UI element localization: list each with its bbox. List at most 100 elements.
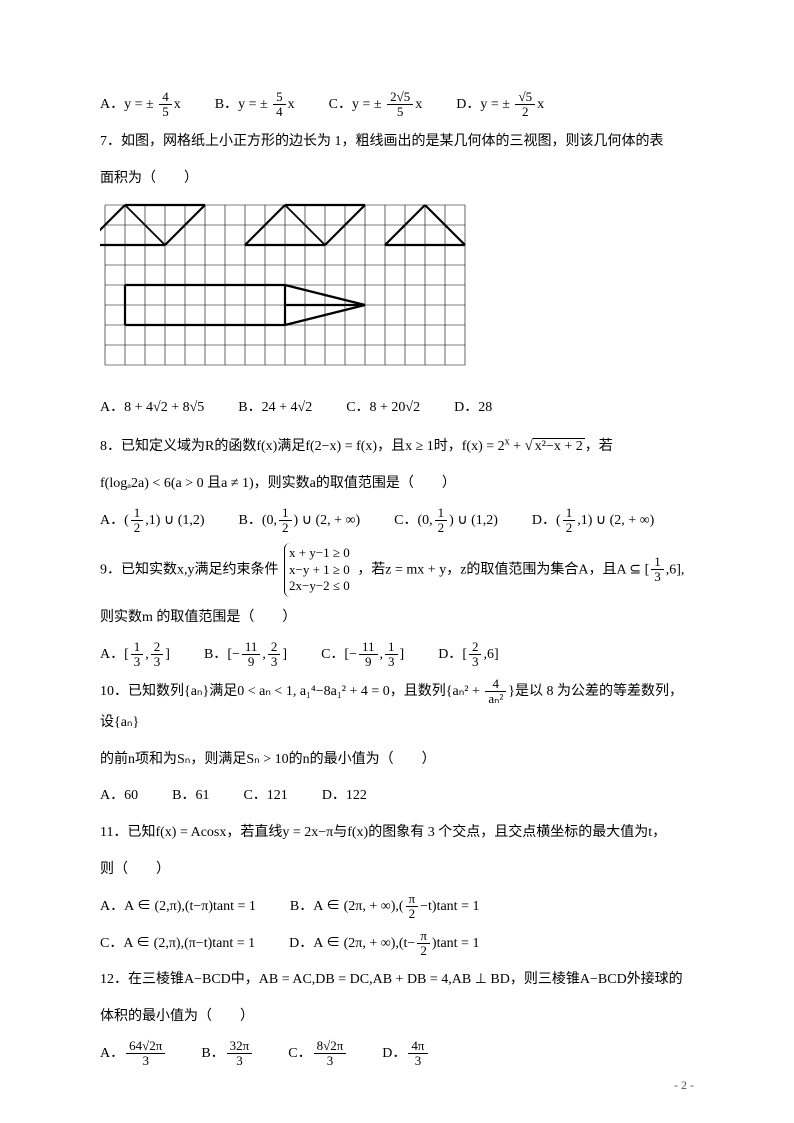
txt: ] — [400, 647, 405, 662]
cases-brace: x + y−1 ≥ 0 x−y + 1 ≥ 0 2x−y−2 ≤ 0 — [284, 543, 354, 598]
q11-options-cd: C．A ∈ (2,π),(π−t)tant = 1 D．A ∈ (2π, + ∞… — [100, 929, 694, 960]
q9-stem-2: 则实数m 的取值范围是（ ） — [100, 603, 694, 634]
opt-label: A． — [100, 1046, 124, 1061]
txt: ,1) ∪ (2, + ∞) — [577, 513, 654, 528]
den: 2 — [563, 521, 576, 535]
frac: 45 — [159, 90, 172, 120]
opt-label: D． — [289, 936, 313, 951]
num: 11 — [359, 640, 378, 655]
q12-opt-c: C．8√2π3 — [288, 1039, 348, 1070]
txt: ) ∪ (2, + ∞) — [294, 513, 361, 528]
frac: 54 — [273, 90, 286, 120]
q11-options-ab: A．A ∈ (2,π),(t−π)tant = 1 B．A ∈ (2π, + ∞… — [100, 892, 694, 923]
txt: , — [380, 647, 384, 662]
den: 3 — [385, 655, 398, 669]
den: 2 — [435, 521, 448, 535]
den: 2 — [515, 105, 535, 119]
opt-label: D． — [532, 513, 556, 528]
q7-stem-2: 面积为（ ） — [100, 164, 694, 195]
q10-options: A．60 B．61 C．121 D．122 — [100, 781, 694, 812]
den: 3 — [651, 570, 664, 584]
opt-label: C． — [394, 513, 417, 528]
q6-opt-c: C．y = ± 2√55x — [329, 90, 423, 121]
opt-label: C． — [329, 97, 352, 112]
num: 4 — [485, 677, 506, 692]
frac: 12 — [131, 506, 144, 536]
frac: 12 — [279, 506, 292, 536]
frac: 8√2π3 — [314, 1039, 347, 1069]
q12-opt-b: B．32π3 — [201, 1039, 254, 1070]
q11-opt-d: D．A ∈ (2π, + ∞),(t−π2)tant = 1 — [289, 929, 479, 960]
opt-label: B． — [204, 647, 227, 662]
q8-opt-b: B．(0,12) ∪ (2, + ∞) — [239, 506, 361, 537]
q7-opt-b: B．24 + 4√2 — [238, 393, 312, 424]
q12-stem-1: 12．在三棱锥A−BCD中，AB = AC,DB = DC,AB + DB = … — [100, 965, 694, 996]
q6-opt-d: D．y = ± √52x — [456, 90, 544, 121]
txt: x — [415, 97, 422, 112]
q7-figure — [100, 200, 694, 383]
frac: 119 — [359, 640, 378, 670]
frac: 119 — [242, 640, 261, 670]
frac: √52 — [515, 90, 535, 120]
frac: 12 — [563, 506, 576, 536]
den: 3 — [268, 655, 281, 669]
den: 3 — [126, 1054, 165, 1068]
opt-label: A． — [100, 647, 124, 662]
num: 4π — [408, 1039, 427, 1054]
q10-opt-c: C．121 — [243, 781, 287, 812]
opt-label: C． — [100, 936, 123, 951]
txt: ) ∪ (1,2) — [449, 513, 498, 528]
q7-opt-a: A．8 + 4√2 + 8√5 — [100, 393, 204, 424]
q8-options: A．(12,1) ∪ (1,2) B．(0,12) ∪ (2, + ∞) C．(… — [100, 506, 694, 537]
page-number: - 2 - — [674, 1078, 694, 1093]
txt: A ∈ (2π, + ∞),( — [313, 899, 403, 914]
q12-opt-a: A．64√2π3 — [100, 1039, 167, 1070]
case: 2x−y−2 ≤ 0 — [289, 578, 350, 595]
txt: )tant = 1 — [432, 936, 480, 951]
frac: 23 — [469, 640, 482, 670]
txt: (0, — [418, 513, 433, 528]
radical-icon: √ — [525, 438, 533, 454]
frac: 12 — [435, 506, 448, 536]
num: 2√5 — [387, 90, 413, 105]
den: 2 — [406, 907, 419, 921]
q8-stem-2: f(logₐ2a) < 6(a > 0 且a ≠ 1)，则实数a的取值范围是（ … — [100, 469, 694, 500]
txt: 10．已知数列{aₙ}满足0 < aₙ < 1, a₁⁴−8a₁² + 4 = … — [100, 684, 483, 699]
num: √5 — [515, 90, 535, 105]
num: 5 — [273, 90, 286, 105]
q9-opt-c: C．[−119,13] — [321, 640, 404, 671]
frac: 23 — [268, 640, 281, 670]
num: 1 — [131, 506, 144, 521]
txt: 9．已知实数x,y满足约束条件 — [100, 562, 279, 577]
txt: [ — [124, 647, 129, 662]
opt-label: A． — [100, 513, 124, 528]
frac: 4aₙ² — [485, 677, 506, 707]
den: aₙ² — [485, 692, 506, 706]
num: 1 — [131, 640, 144, 655]
num: 1 — [435, 506, 448, 521]
num: 1 — [563, 506, 576, 521]
opt-label: A． — [100, 899, 124, 914]
q9-stem-1: 9．已知实数x,y满足约束条件 x + y−1 ≥ 0 x−y + 1 ≥ 0 … — [100, 543, 694, 598]
q11-stem-2: 则（ ） — [100, 855, 694, 886]
radicand: x²−x + 2 — [533, 438, 585, 454]
case: x + y−1 ≥ 0 — [289, 545, 350, 562]
q7-options: A．8 + 4√2 + 8√5 B．24 + 4√2 C．8 + 20√2 D．… — [100, 393, 694, 424]
den: 3 — [227, 1054, 253, 1068]
txt: y = ± — [480, 97, 513, 112]
txt: x — [537, 97, 544, 112]
den: 2 — [417, 944, 430, 958]
q10-stem-2: 的前n项和为Sₙ，则满足Sₙ > 10的n的最小值为（ ） — [100, 745, 694, 776]
q8-opt-a: A．(12,1) ∪ (1,2) — [100, 506, 205, 537]
q10-opt-b: B．61 — [172, 781, 209, 812]
frac: 13 — [385, 640, 398, 670]
q6-options: A．y = ± 45x B．y = ± 54x C．y = ± 2√55x D．… — [100, 90, 694, 121]
frac: 13 — [651, 555, 664, 585]
opt-label: D． — [382, 1046, 406, 1061]
txt: , — [262, 647, 266, 662]
txt: y = ± — [238, 97, 271, 112]
num: 2 — [469, 640, 482, 655]
q10-stem-1: 10．已知数列{aₙ}满足0 < aₙ < 1, a₁⁴−8a₁² + 4 = … — [100, 677, 694, 739]
txt: y = ± — [352, 97, 385, 112]
q9-opt-d: D．[23,6] — [438, 640, 498, 671]
